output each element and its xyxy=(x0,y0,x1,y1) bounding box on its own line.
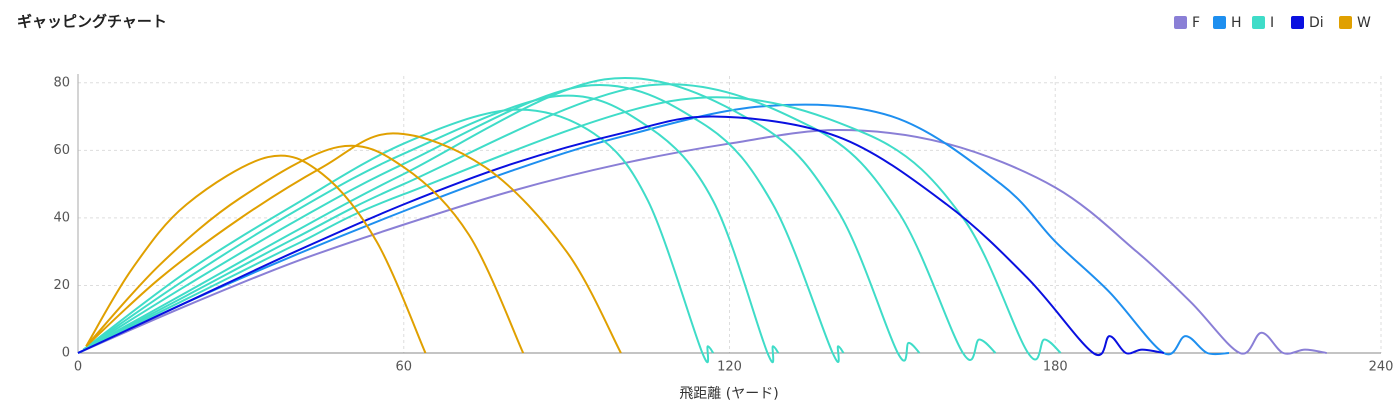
trajectory xyxy=(82,94,780,364)
y-tick-label: 60 xyxy=(53,143,70,158)
legend-swatch xyxy=(1213,16,1226,29)
legend-label: W xyxy=(1357,15,1371,31)
x-tick-label: 60 xyxy=(395,360,412,375)
legend-label: I xyxy=(1270,15,1274,31)
x-axis-label: 飛距離 (ヤード) xyxy=(679,385,778,402)
legend-label: F xyxy=(1192,15,1200,31)
legend-swatch xyxy=(1252,16,1265,29)
legend-swatch xyxy=(1339,16,1352,29)
y-tick-label: 80 xyxy=(53,75,70,90)
trajectory xyxy=(85,132,622,354)
trajectory xyxy=(77,103,1230,356)
y-tick-label: 0 xyxy=(62,346,70,361)
trajectory xyxy=(82,96,1062,361)
y-tick-label: 20 xyxy=(53,278,70,293)
legend-swatch xyxy=(1291,16,1304,29)
trajectory xyxy=(82,108,715,364)
trajectory xyxy=(85,154,427,354)
trajectory xyxy=(77,115,1164,357)
legend-swatch xyxy=(1174,16,1187,29)
chart-title: ギャッピングチャート xyxy=(17,13,167,31)
x-tick-label: 120 xyxy=(717,360,742,375)
trajectory xyxy=(82,77,921,362)
x-tick-label: 0 xyxy=(74,360,82,375)
trajectory xyxy=(82,84,845,363)
x-tick-label: 180 xyxy=(1043,360,1068,375)
legend-label: H xyxy=(1231,15,1242,31)
x-tick-label: 240 xyxy=(1369,360,1394,375)
trajectory xyxy=(85,144,525,354)
trajectory xyxy=(77,129,1327,355)
legend-label: Di xyxy=(1309,15,1324,31)
y-tick-label: 40 xyxy=(53,210,70,225)
trajectory xyxy=(82,83,997,361)
